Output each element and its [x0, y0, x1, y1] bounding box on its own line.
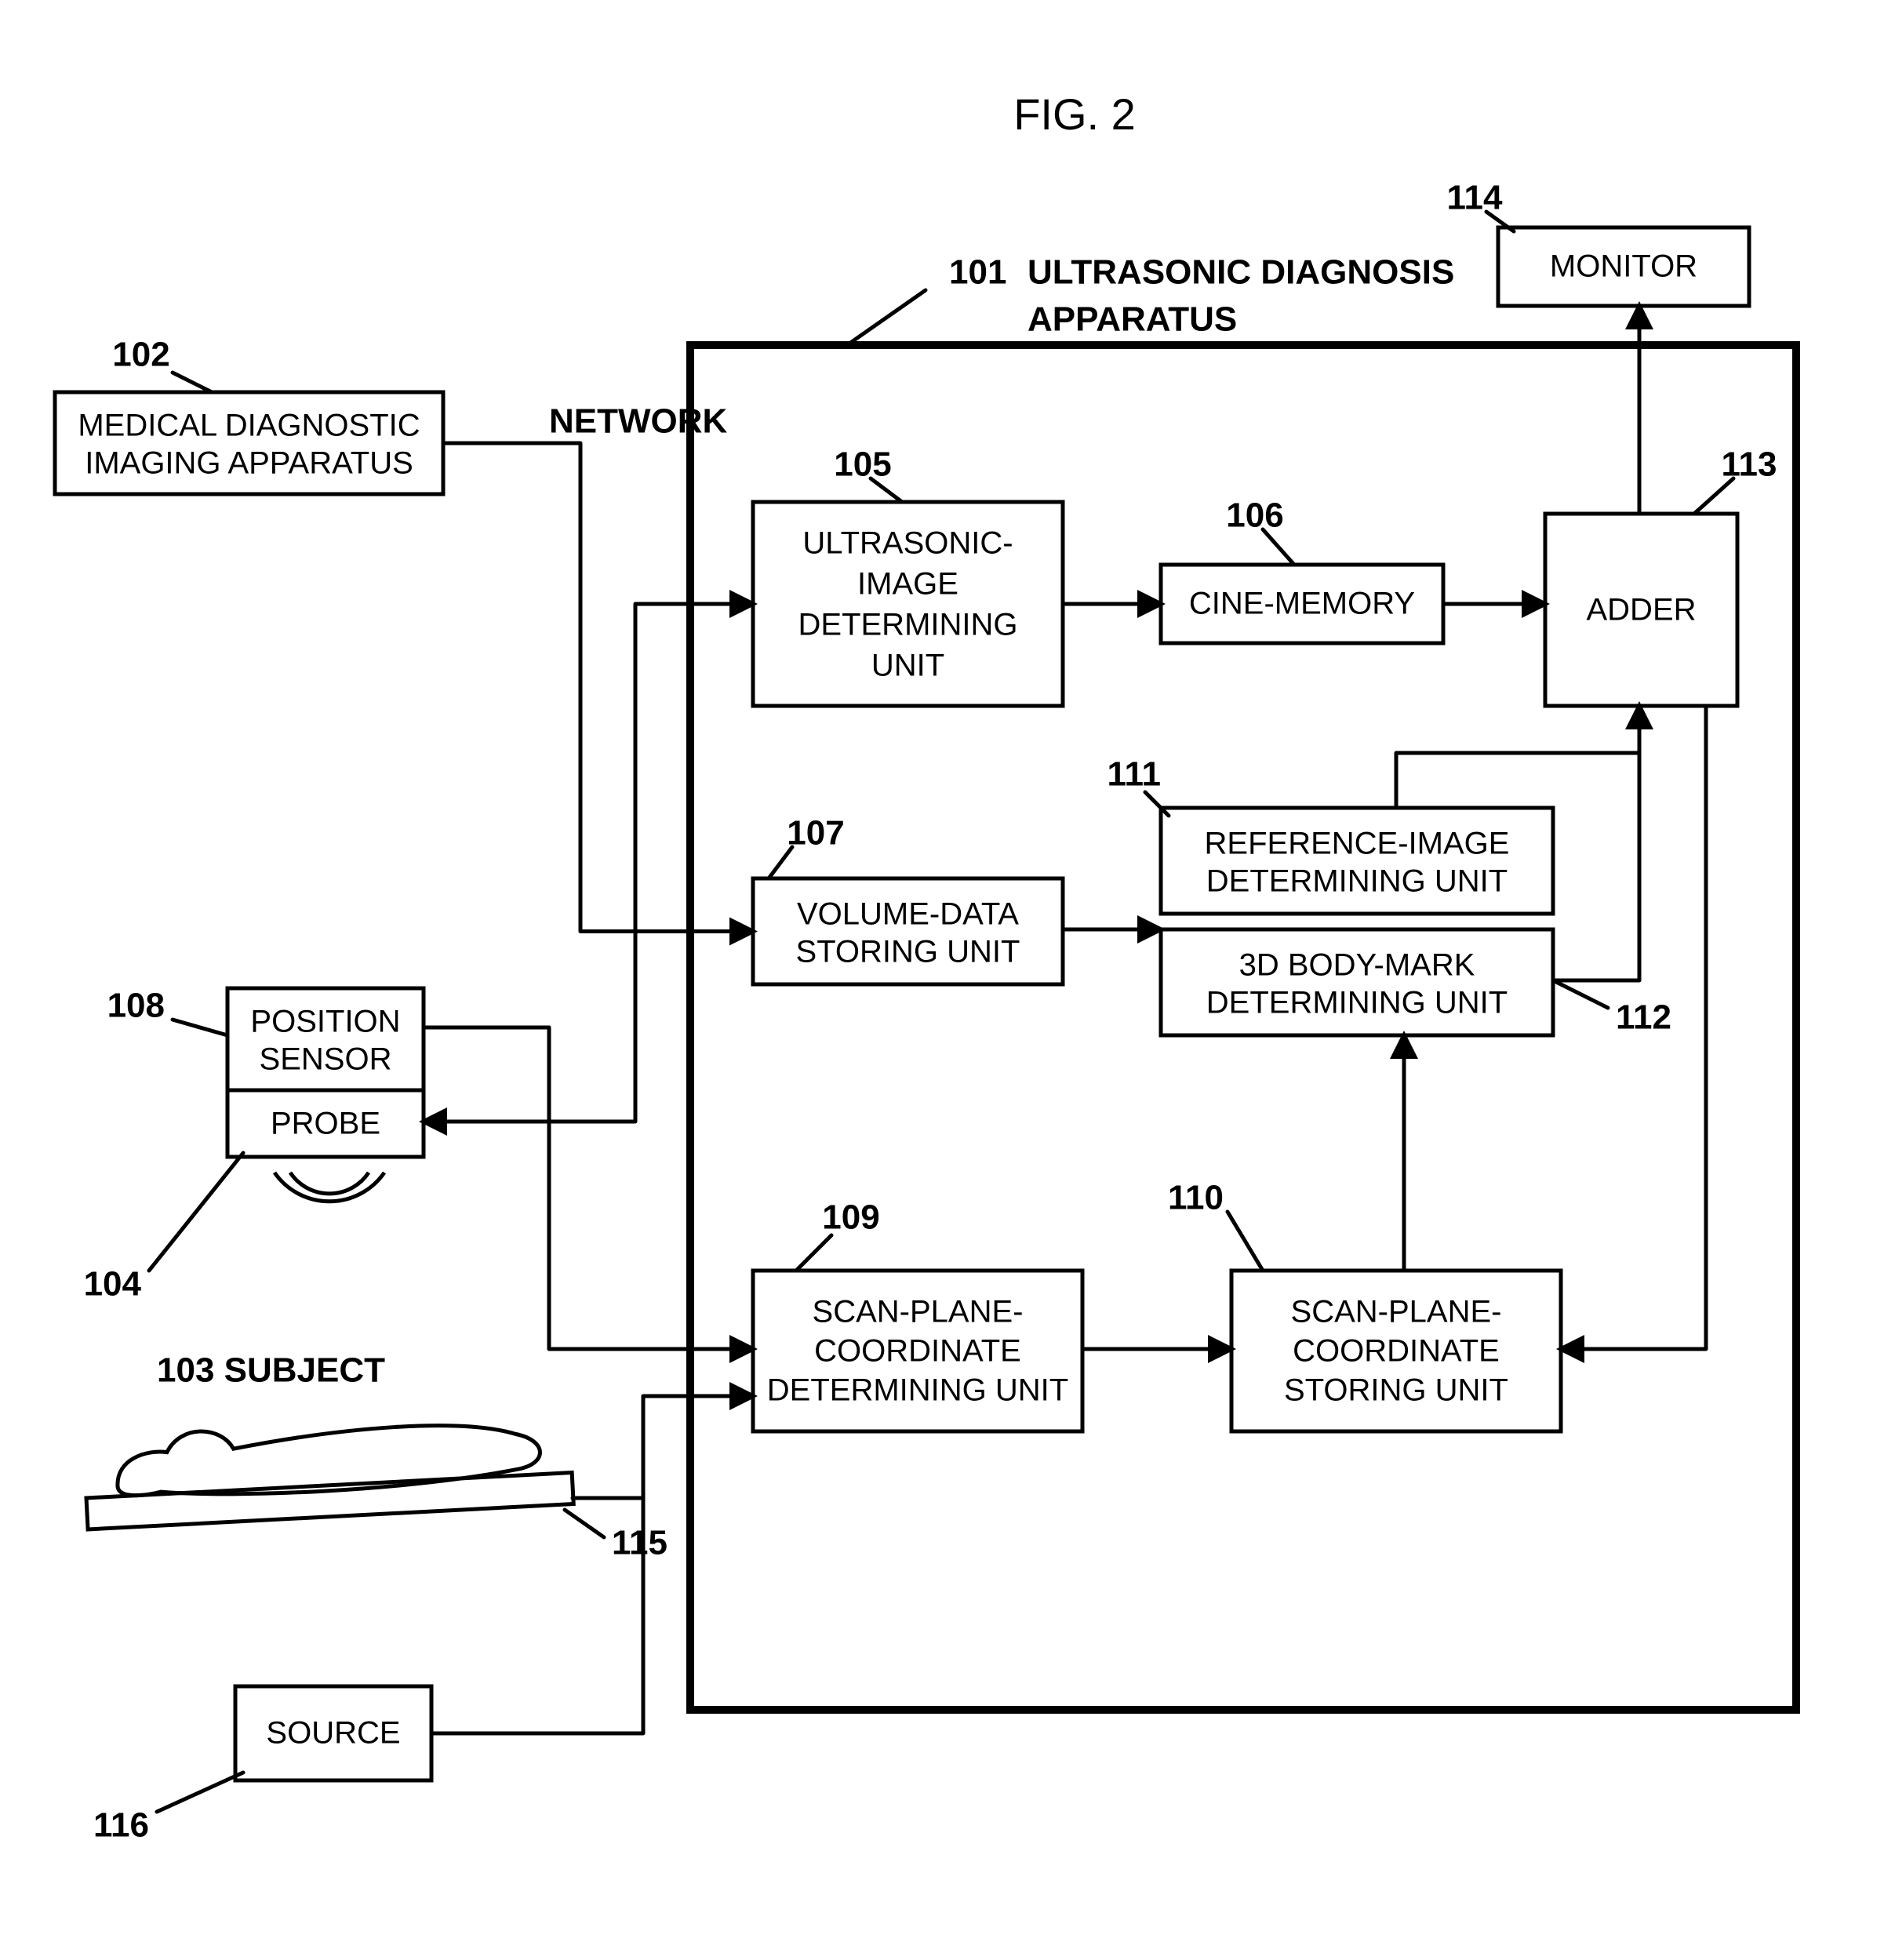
- svg-text:STORING UNIT: STORING UNIT: [1284, 1373, 1508, 1408]
- svg-text:106: 106: [1226, 496, 1283, 535]
- svg-text:107: 107: [787, 814, 844, 853]
- svg-text:REFERENCE-IMAGE: REFERENCE-IMAGE: [1205, 827, 1510, 861]
- svg-text:114: 114: [1447, 179, 1504, 217]
- svg-text:101: 101: [949, 253, 1006, 292]
- svg-text:109: 109: [822, 1198, 879, 1237]
- svg-text:APPARATUS: APPARATUS: [1028, 300, 1237, 339]
- svg-text:116: 116: [93, 1806, 149, 1845]
- svg-text:ULTRASONIC DIAGNOSIS: ULTRASONIC DIAGNOSIS: [1028, 253, 1454, 292]
- svg-text:COORDINATE: COORDINATE: [1293, 1334, 1500, 1369]
- svg-text:SCAN-PLANE-: SCAN-PLANE-: [1291, 1295, 1502, 1329]
- svg-text:SCAN-PLANE-: SCAN-PLANE-: [813, 1295, 1024, 1329]
- svg-text:IMAGING APPARATUS: IMAGING APPARATUS: [85, 446, 413, 481]
- svg-text:SENSOR: SENSOR: [260, 1042, 392, 1077]
- svg-text:UNIT: UNIT: [871, 649, 944, 683]
- svg-text:DETERMINING UNIT: DETERMINING UNIT: [1206, 864, 1508, 899]
- svg-text:DETERMINING UNIT: DETERMINING UNIT: [767, 1373, 1068, 1408]
- svg-text:ULTRASONIC-: ULTRASONIC-: [802, 526, 1013, 561]
- svg-text:112: 112: [1616, 998, 1671, 1037]
- svg-text:102: 102: [112, 336, 169, 374]
- svg-text:111: 111: [1107, 755, 1161, 794]
- svg-text:113: 113: [1722, 445, 1777, 484]
- svg-text:PROBE: PROBE: [271, 1107, 380, 1141]
- svg-text:POSITION: POSITION: [250, 1005, 400, 1039]
- svg-text:NETWORK: NETWORK: [549, 402, 728, 441]
- svg-text:IMAGE: IMAGE: [857, 567, 958, 602]
- svg-text:110: 110: [1168, 1179, 1224, 1217]
- svg-text:COORDINATE: COORDINATE: [814, 1334, 1021, 1369]
- svg-text:CINE-MEMORY: CINE-MEMORY: [1189, 587, 1415, 621]
- svg-text:DETERMINING UNIT: DETERMINING UNIT: [1206, 986, 1508, 1020]
- svg-text:108: 108: [107, 987, 165, 1025]
- svg-text:DETERMINING: DETERMINING: [798, 608, 1018, 642]
- svg-text:STORING UNIT: STORING UNIT: [796, 935, 1020, 969]
- svg-text:MEDICAL DIAGNOSTIC: MEDICAL DIAGNOSTIC: [78, 409, 420, 443]
- svg-text:SOURCE: SOURCE: [266, 1716, 400, 1751]
- svg-text:VOLUME-DATA: VOLUME-DATA: [797, 897, 1019, 932]
- svg-text:3D BODY-MARK: 3D BODY-MARK: [1239, 948, 1475, 983]
- svg-text:105: 105: [834, 445, 891, 484]
- svg-text:ADDER: ADDER: [1586, 593, 1696, 627]
- svg-text:104: 104: [84, 1265, 142, 1304]
- svg-text:103 SUBJECT: 103 SUBJECT: [157, 1351, 385, 1390]
- svg-text:FIG. 2: FIG. 2: [1013, 89, 1136, 139]
- svg-text:MONITOR: MONITOR: [1550, 249, 1697, 284]
- svg-text:115: 115: [612, 1524, 667, 1562]
